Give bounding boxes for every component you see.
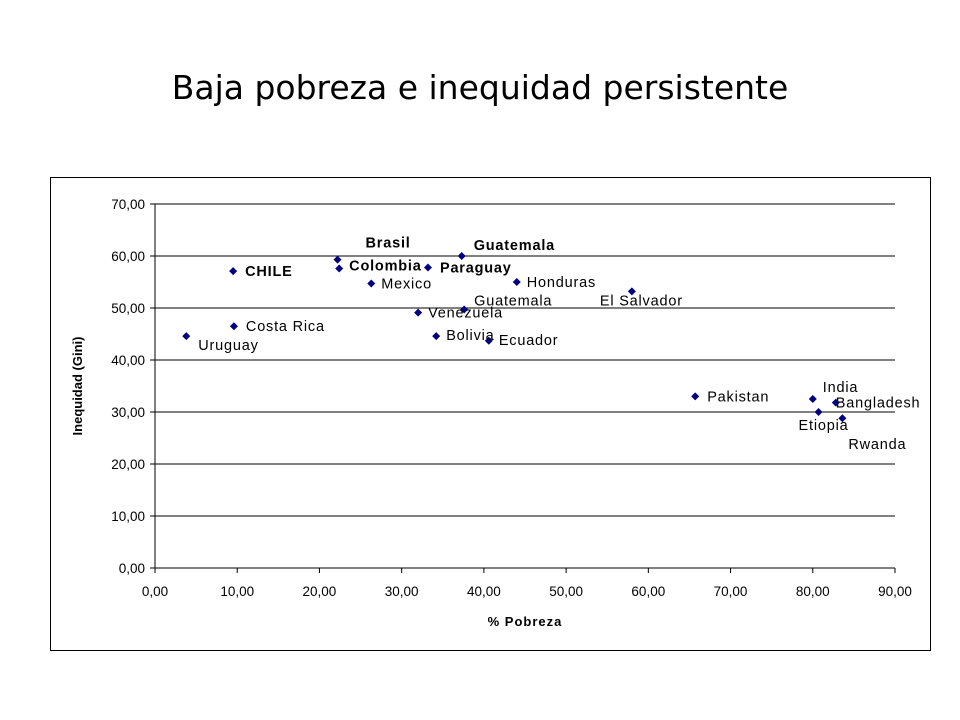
data-point xyxy=(627,287,636,296)
y-tick-label: 50,00 xyxy=(111,301,145,316)
data-point xyxy=(423,263,432,272)
x-tick-label: 40,00 xyxy=(467,584,501,599)
gridlines xyxy=(155,203,895,517)
x-tick-label: 10,00 xyxy=(220,584,254,599)
slide-title: Baja pobreza e inequidad persistente xyxy=(171,68,789,107)
point-label: Guatemala xyxy=(474,238,555,254)
y-axis-title: Inequidad (Gini) xyxy=(70,337,85,436)
point-label: El Salvador xyxy=(600,293,683,309)
x-tick-label: 80,00 xyxy=(796,584,830,599)
data-point xyxy=(182,332,191,341)
y-tick-label: 60,00 xyxy=(111,249,145,264)
x-tick-label: 20,00 xyxy=(303,584,337,599)
y-tick-label: 40,00 xyxy=(111,353,145,368)
point-label: Rwanda xyxy=(848,437,906,453)
data-point xyxy=(512,278,521,286)
point-label: Paraguay xyxy=(440,260,512,276)
point-label: Uruguay xyxy=(198,338,258,354)
data-point xyxy=(457,252,466,260)
data-point xyxy=(831,398,840,407)
y-tick-labels: 0,00 10,00 20,00 30,00 40,00 50,00 60,00 70,00 xyxy=(111,197,145,576)
data-point xyxy=(229,267,238,276)
point-label: India xyxy=(823,380,859,396)
point-label: Mexico xyxy=(381,277,432,293)
x-tick-label: 50,00 xyxy=(549,584,583,599)
data-point xyxy=(838,414,847,423)
x-tick-label: 90,00 xyxy=(878,584,912,599)
y-tick-label: 20,00 xyxy=(111,457,145,472)
point-label: CHILE xyxy=(245,264,293,280)
point-label: Pakistan xyxy=(707,389,769,405)
data-point xyxy=(691,392,700,401)
y-tick-label: 30,00 xyxy=(111,405,145,420)
axes xyxy=(150,203,896,573)
scatter-chart: 0,0010,0020,0030,0040,0050,0060,0070,00 … xyxy=(70,197,921,629)
point-label: Guatemala xyxy=(474,294,552,310)
data-point xyxy=(808,395,817,403)
data-point xyxy=(414,308,423,317)
data-point xyxy=(229,322,238,331)
y-tick-label: 70,00 xyxy=(111,197,145,212)
data-point xyxy=(367,279,376,288)
x-tick-label: 60,00 xyxy=(631,584,665,599)
x-tick-label: 0,00 xyxy=(142,584,168,599)
point-label: Venezuela xyxy=(428,306,503,322)
x-tick-label: 70,00 xyxy=(714,584,748,599)
data-point xyxy=(335,264,344,273)
point-label: Ecuador xyxy=(499,333,559,349)
x-axis-title: % Pobreza xyxy=(488,614,563,629)
data-points xyxy=(182,252,847,423)
data-point xyxy=(432,332,441,341)
point-label: Etiopia xyxy=(799,418,849,434)
point-label: Brasil xyxy=(366,236,411,252)
data-point xyxy=(460,305,469,314)
point-label: Bolivia xyxy=(446,328,494,344)
x-tick-label: 30,00 xyxy=(385,584,419,599)
y-tick-label: 10,00 xyxy=(111,509,145,524)
data-point xyxy=(814,408,823,416)
y-tick-label: 0,00 xyxy=(119,561,145,576)
x-tick-labels: 0,00 10,00 20,00 30,00 40,00 50,00 60,00 70,00 8… xyxy=(142,584,912,599)
point-labels: Uruguay Costa Rica CHILE Brasil Colombia Mexi… xyxy=(198,236,921,454)
data-point xyxy=(484,336,493,345)
data-point xyxy=(333,255,342,264)
point-label: Bangladesh xyxy=(836,396,921,412)
point-label: Colombia xyxy=(349,258,422,274)
point-label: Honduras xyxy=(527,275,596,291)
chart-frame: 0,00 10,00 20,00 30,00 40,00 50,00 60,00 70,00 … xyxy=(50,177,931,651)
point-label: Costa Rica xyxy=(246,319,325,335)
